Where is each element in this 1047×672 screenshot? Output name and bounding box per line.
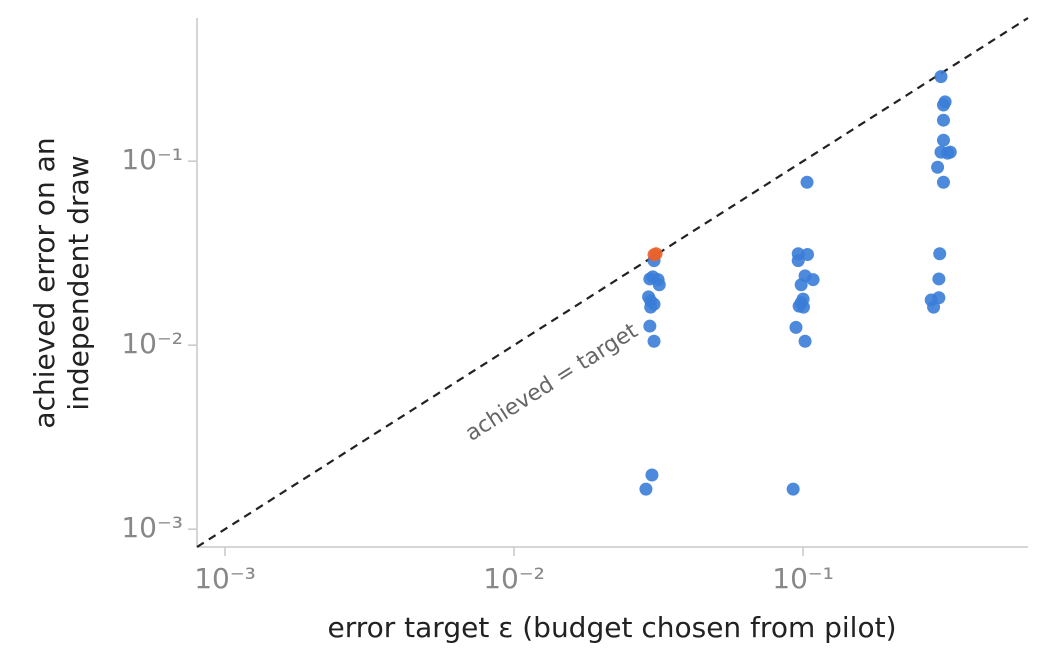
point [932, 272, 946, 286]
y-tick-label: 10⁻² [121, 327, 183, 360]
point [936, 175, 950, 189]
reference-line [196, 17, 1029, 548]
point [936, 133, 950, 147]
annotation: achieved = target [461, 318, 643, 446]
point [647, 334, 661, 348]
point [786, 482, 800, 496]
point [647, 248, 661, 262]
y-tick-label: 10⁻¹ [121, 143, 183, 176]
point [931, 160, 945, 174]
x-tick-label: 10⁻³ [194, 562, 256, 595]
point [936, 113, 950, 127]
point [933, 247, 947, 261]
y-axis-label: achieved error on an [28, 137, 61, 428]
point [652, 278, 666, 292]
point [806, 273, 820, 287]
point [791, 254, 805, 268]
x-tick-label: 10⁻² [483, 562, 545, 595]
point [801, 248, 815, 262]
point [800, 175, 814, 189]
point [644, 300, 658, 314]
point [789, 320, 803, 334]
point [934, 70, 948, 84]
point [643, 319, 657, 333]
point [798, 334, 812, 348]
point [943, 145, 957, 159]
y-axis-label: independent draw [62, 155, 95, 410]
point [796, 300, 810, 314]
point [645, 468, 659, 482]
point [639, 482, 653, 496]
x-tick-label: 10⁻¹ [772, 562, 834, 595]
point [927, 300, 941, 314]
x-axis-label: error target ε (budget chosen from pilot… [327, 611, 896, 644]
point [794, 278, 808, 292]
y-tick-label: 10⁻³ [121, 511, 183, 544]
point [936, 98, 950, 112]
